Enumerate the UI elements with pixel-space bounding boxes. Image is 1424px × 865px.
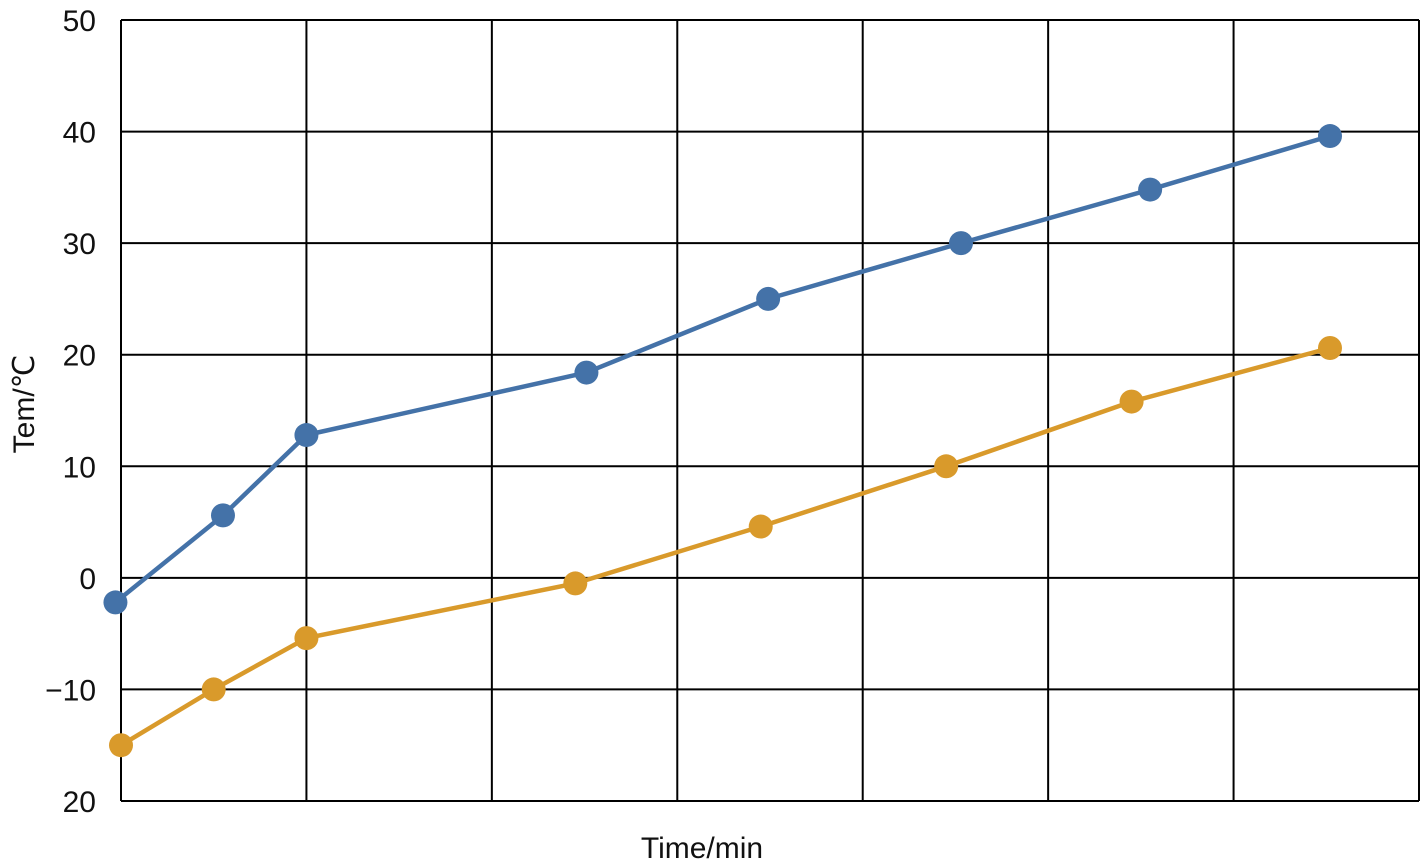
data-point	[294, 423, 319, 448]
series-markers	[103, 124, 1342, 758]
data-point	[1317, 336, 1342, 361]
y-tick-label: 50	[63, 5, 96, 38]
series-line-1	[113, 133, 1333, 605]
data-point	[563, 571, 588, 596]
y-axis-title: Tem/℃	[8, 355, 41, 454]
data-point	[1317, 124, 1342, 149]
y-tick-label: 40	[63, 117, 96, 150]
y-tick-label: −10	[45, 674, 96, 707]
grid	[120, 19, 1420, 802]
data-point	[748, 514, 773, 539]
series-lines	[113, 133, 1333, 748]
data-point	[1138, 177, 1163, 202]
data-point	[948, 231, 973, 256]
data-point	[210, 503, 235, 528]
data-point	[756, 286, 781, 311]
data-point	[294, 626, 319, 651]
x-axis-title: Time/min	[641, 832, 763, 865]
data-point	[934, 454, 959, 479]
data-point	[103, 590, 128, 615]
y-tick-label: 30	[63, 228, 96, 261]
y-tick-label: 20	[63, 340, 96, 373]
y-tick-label: 0	[79, 563, 96, 596]
data-point	[109, 733, 133, 758]
data-point	[201, 677, 226, 702]
y-tick-label: 10	[63, 451, 96, 484]
series-line-2	[118, 345, 1333, 748]
data-point	[574, 360, 599, 385]
y-tick-labels: 50 40 30 20 10 0 −10 20	[45, 5, 96, 819]
data-point	[1119, 389, 1144, 414]
y-tick-label: 20	[63, 786, 96, 819]
